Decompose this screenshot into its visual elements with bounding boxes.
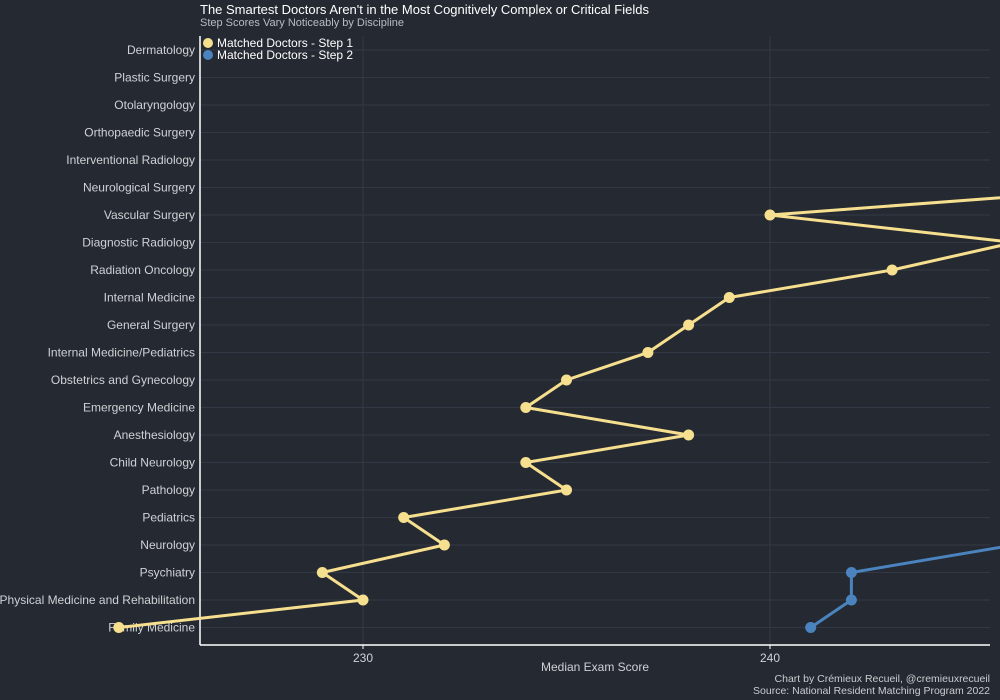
data-point-step2 (805, 622, 817, 633)
data-point-step1 (357, 594, 369, 606)
data-point-step1 (723, 292, 735, 303)
y-tick-label: General Surgery (107, 318, 195, 332)
data-point-step2 (845, 567, 857, 578)
chart-source: Source: National Resident Matching Progr… (753, 685, 990, 697)
chart-subtitle: Step Scores Vary Noticeably by Disciplin… (200, 17, 404, 29)
y-tick-label: Otolaryngology (114, 98, 195, 112)
data-point-step1 (438, 539, 450, 551)
data-point-step1 (683, 319, 695, 331)
y-tick-label: Family Medicine (108, 621, 195, 635)
y-tick-label: Child Neurology (110, 456, 195, 470)
legend-label-step1: Matched Doctors - Step 1 (217, 36, 353, 50)
data-point-step1 (764, 209, 776, 221)
y-tick-label: Vascular Surgery (104, 208, 195, 222)
y-tick-label: Internal Medicine/Pediatrics (48, 346, 195, 360)
legend-label-step2: Matched Doctors - Step 2 (217, 48, 353, 62)
data-point-step1 (561, 374, 572, 386)
y-tick-label: Obstetrics and Gynecology (51, 373, 195, 387)
y-tick-label: Pediatrics (142, 511, 195, 525)
y-tick-label: Internal Medicine (104, 291, 196, 305)
data-point-step1 (642, 347, 654, 358)
data-point-step1 (113, 622, 125, 633)
y-tick-label: Orthopaedic Surgery (84, 126, 195, 140)
legend-marker-step1 (203, 38, 213, 48)
legend-marker-step2 (203, 50, 213, 60)
y-tick-label: Anesthesiology (114, 428, 195, 442)
chart-title: The Smartest Doctors Aren't in the Most … (200, 2, 649, 17)
x-tick-label: 240 (760, 651, 780, 665)
data-point-step1 (398, 512, 410, 523)
y-tick-label: Diagnostic Radiology (82, 236, 195, 250)
data-point-step1 (561, 484, 572, 496)
y-tick-label: Pathology (142, 483, 195, 497)
y-tick-label: Radiation Oncology (90, 263, 195, 277)
data-point-step1 (520, 457, 532, 468)
data-point-step1 (520, 402, 532, 413)
y-tick-label: Psychiatry (140, 566, 195, 580)
y-tick-label: Plastic Surgery (114, 71, 195, 85)
data-point-step1 (683, 429, 695, 441)
x-tick-label: 230 (353, 651, 373, 665)
series-line-step1 (118, 196, 1000, 629)
y-tick-label: Emergency Medicine (83, 401, 195, 415)
chart-credit: Chart by Crémieux Recueil, @cremieuxrecu… (774, 673, 990, 685)
y-tick-label: Neurological Surgery (83, 181, 195, 195)
y-tick-label: Interventional Radiology (66, 153, 195, 167)
data-point-step1 (316, 567, 328, 578)
data-point-step1 (886, 264, 898, 276)
y-tick-label: Physical Medicine and Rehabilitation (0, 593, 195, 607)
x-axis-label: Median Exam Score (541, 660, 649, 674)
y-tick-label: Neurology (140, 538, 195, 552)
series-line-step2 (809, 545, 1000, 629)
y-tick-label: Dermatology (127, 43, 195, 57)
data-point-step2 (845, 594, 857, 606)
